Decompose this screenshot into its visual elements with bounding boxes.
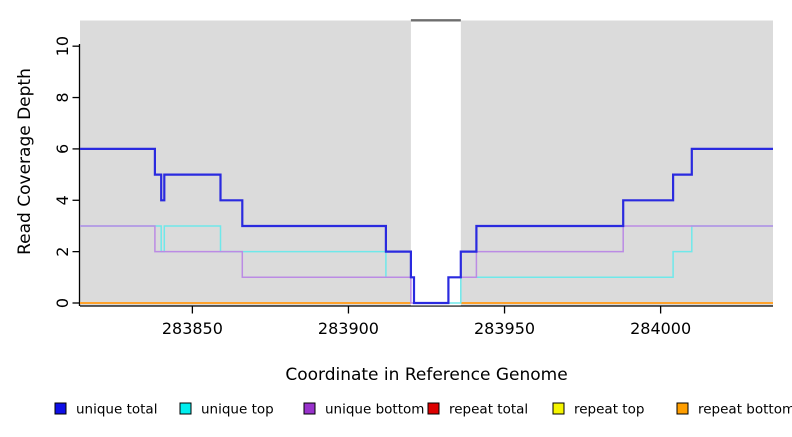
legend-label: unique top [201,402,274,418]
legend-label: repeat top [574,402,644,418]
y-tick-label: 10 [53,36,72,56]
legend-swatch-unique-total [54,402,67,415]
y-tick-label: 4 [53,195,72,205]
legend-item-repeat-total: repeat total [427,402,528,418]
legend-swatch-unique-top [179,402,192,415]
legend-item-unique-top: unique top [179,402,274,418]
y-tick-label: 0 [53,298,72,308]
y-axis-title: Read Coverage Depth [15,68,35,255]
legend-item-unique-bottom: unique bottom [303,402,424,418]
legend-swatch-unique-bottom [303,402,316,415]
legend-label: repeat total [449,402,528,418]
legend-item-repeat-bottom: repeat bottom [676,402,792,418]
legend-label: unique bottom [325,402,424,418]
legend-label: unique total [76,402,157,418]
legend-item-unique-total: unique total [54,402,157,418]
legend-swatch-repeat-top [552,402,565,415]
legend-label: repeat bottom [698,402,792,418]
legend-swatch-repeat-total [427,402,440,415]
x-tick-label: 284000 [630,319,691,338]
y-tick-label: 6 [53,144,72,154]
y-tick-label: 8 [53,92,72,102]
legend-item-repeat-top: repeat top [552,402,644,418]
legend: unique total unique top unique bottom repea… [54,402,792,418]
x-tick-label: 283950 [474,319,535,338]
coverage-gap-mask [410,21,461,306]
x-tick-label: 283900 [318,319,379,338]
legend-swatch-repeat-bottom [676,402,689,415]
x-axis-title: Coordinate in Reference Genome [285,365,567,385]
series-line-unique-total [80,147,773,305]
y-tick-label: 2 [53,247,72,257]
x-tick-label: 283850 [162,319,223,338]
